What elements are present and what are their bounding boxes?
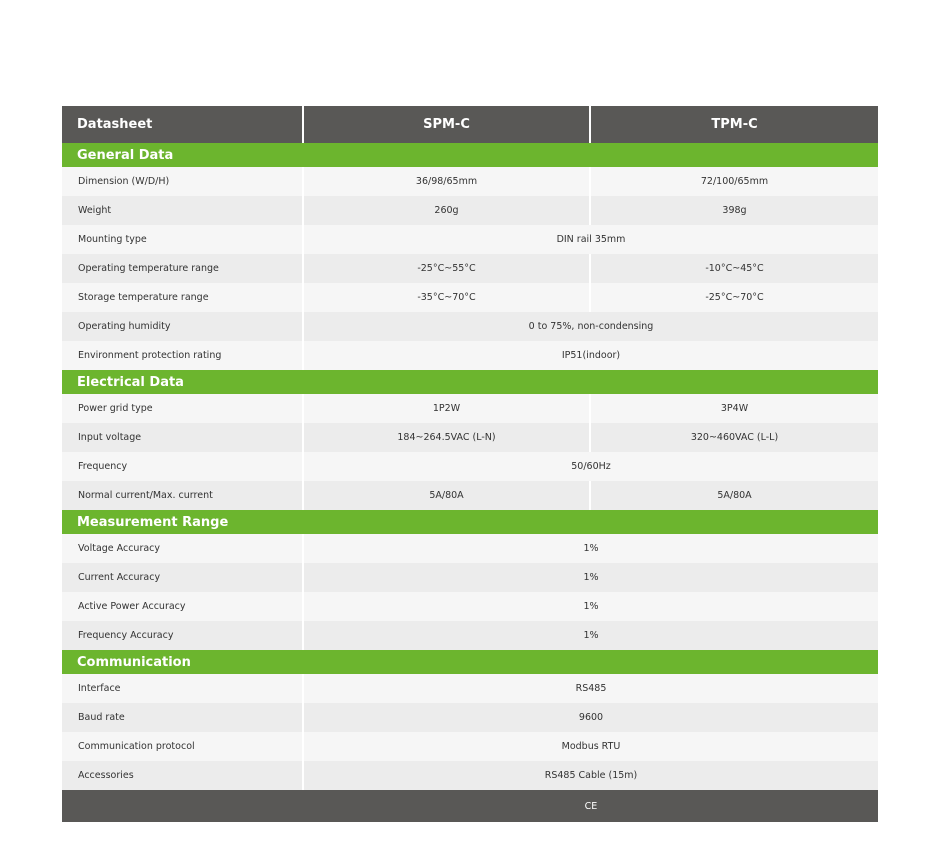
row-label: Operating humidity: [62, 312, 304, 341]
table-row: Voltage Accuracy 1%: [62, 534, 878, 563]
spm-c-value: 1P2W: [304, 394, 591, 423]
row-label: Mounting type: [62, 225, 304, 254]
row-label: Frequency Accuracy: [62, 621, 304, 650]
row-label: Operating temperature range: [62, 254, 304, 283]
table-row: Communication protocol Modbus RTU: [62, 732, 878, 761]
row-label: Communication protocol: [62, 732, 304, 761]
row-label: Power grid type: [62, 394, 304, 423]
row-label: Dimension (W/D/H): [62, 167, 304, 196]
table-row: Input voltage 184~264.5VAC (L-N) 320~460VA…: [62, 423, 878, 452]
table-row: Frequency Accuracy 1%: [62, 621, 878, 650]
header-tpm-c: TPM-C: [711, 117, 758, 132]
spm-c-value: 260g: [304, 196, 591, 225]
shared-value: 1%: [583, 601, 599, 612]
table-row: Weight 260g 398g: [62, 196, 878, 225]
shared-value: IP51(indoor): [561, 350, 621, 361]
spm-c-value: 36/98/65mm: [304, 167, 591, 196]
table-row: Interface RS485: [62, 674, 878, 703]
section-header: General Data: [62, 143, 878, 167]
shared-value: 1%: [583, 630, 599, 641]
shared-value: RS485 Cable (15m): [544, 770, 638, 781]
tpm-c-value: 398g: [722, 205, 747, 216]
spm-c-value: 5A/80A: [304, 481, 591, 510]
table-row: Power grid type 1P2W 3P4W: [62, 394, 878, 423]
table-row: Normal current/Max. current 5A/80A 5A/80A: [62, 481, 878, 510]
row-label: Interface: [62, 674, 304, 703]
shared-value: 1%: [583, 572, 599, 583]
section-header: Electrical Data: [62, 370, 878, 394]
spm-c-value: -25°C~55°C: [304, 254, 591, 283]
shared-value: RS485: [575, 683, 607, 694]
table-body: General Data Dimension (W/D/H) 36/98/65mm 7…: [62, 143, 878, 790]
row-label: Active Power Accuracy: [62, 592, 304, 621]
table-row: Operating humidity 0 to 75%, non-condensi…: [62, 312, 878, 341]
tpm-c-value: -25°C~70°C: [705, 292, 764, 303]
row-label: Storage temperature range: [62, 283, 304, 312]
row-label: Frequency: [62, 452, 304, 481]
tpm-c-value: 5A/80A: [717, 490, 752, 501]
tpm-c-value: 320~460VAC (L-L): [690, 432, 779, 443]
table-row: Frequency 50/60Hz: [62, 452, 878, 481]
row-label: Normal current/Max. current: [62, 481, 304, 510]
spm-c-value: -35°C~70°C: [304, 283, 591, 312]
table-row: Storage temperature range -35°C~70°C -25°C…: [62, 283, 878, 312]
table-row: Active Power Accuracy 1%: [62, 592, 878, 621]
shared-value: DIN rail 35mm: [556, 234, 626, 245]
row-label: Accessories: [62, 761, 304, 790]
table-row: Mounting type DIN rail 35mm: [62, 225, 878, 254]
shared-value: 9600: [578, 712, 604, 723]
shared-value: 50/60Hz: [571, 461, 611, 472]
row-label: Weight: [62, 196, 304, 225]
tpm-c-value: 3P4W: [720, 403, 749, 414]
row-label: Current Accuracy: [62, 563, 304, 592]
footer-certification: CE: [62, 790, 878, 822]
shared-value: 0 to 75%, non-condensing: [528, 321, 654, 332]
shared-value: 1%: [583, 543, 599, 554]
header-datasheet: Datasheet: [62, 106, 304, 143]
table-row: Operating temperature range -25°C~55°C -10…: [62, 254, 878, 283]
row-label: Environment protection rating: [62, 341, 304, 370]
table-row: Current Accuracy 1%: [62, 563, 878, 592]
table-row: Dimension (W/D/H) 36/98/65mm 72/100/65mm: [62, 167, 878, 196]
table-row: Environment protection rating IP51(indoor…: [62, 341, 878, 370]
tpm-c-value: 72/100/65mm: [700, 176, 769, 187]
tpm-c-value: -10°C~45°C: [705, 263, 764, 274]
shared-value: Modbus RTU: [561, 741, 621, 752]
table-row: Accessories RS485 Cable (15m): [62, 761, 878, 790]
row-label: Voltage Accuracy: [62, 534, 304, 563]
row-label: Input voltage: [62, 423, 304, 452]
header-spm-c: SPM-C: [304, 106, 591, 143]
row-label: Baud rate: [62, 703, 304, 732]
section-header: Measurement Range: [62, 510, 878, 534]
table-row: Baud rate 9600: [62, 703, 878, 732]
datasheet-table: Datasheet SPM-C TPM-C General Data Dimens…: [62, 106, 878, 822]
table-header: Datasheet SPM-C TPM-C: [62, 106, 878, 143]
section-header: Communication: [62, 650, 878, 674]
spm-c-value: 184~264.5VAC (L-N): [304, 423, 591, 452]
